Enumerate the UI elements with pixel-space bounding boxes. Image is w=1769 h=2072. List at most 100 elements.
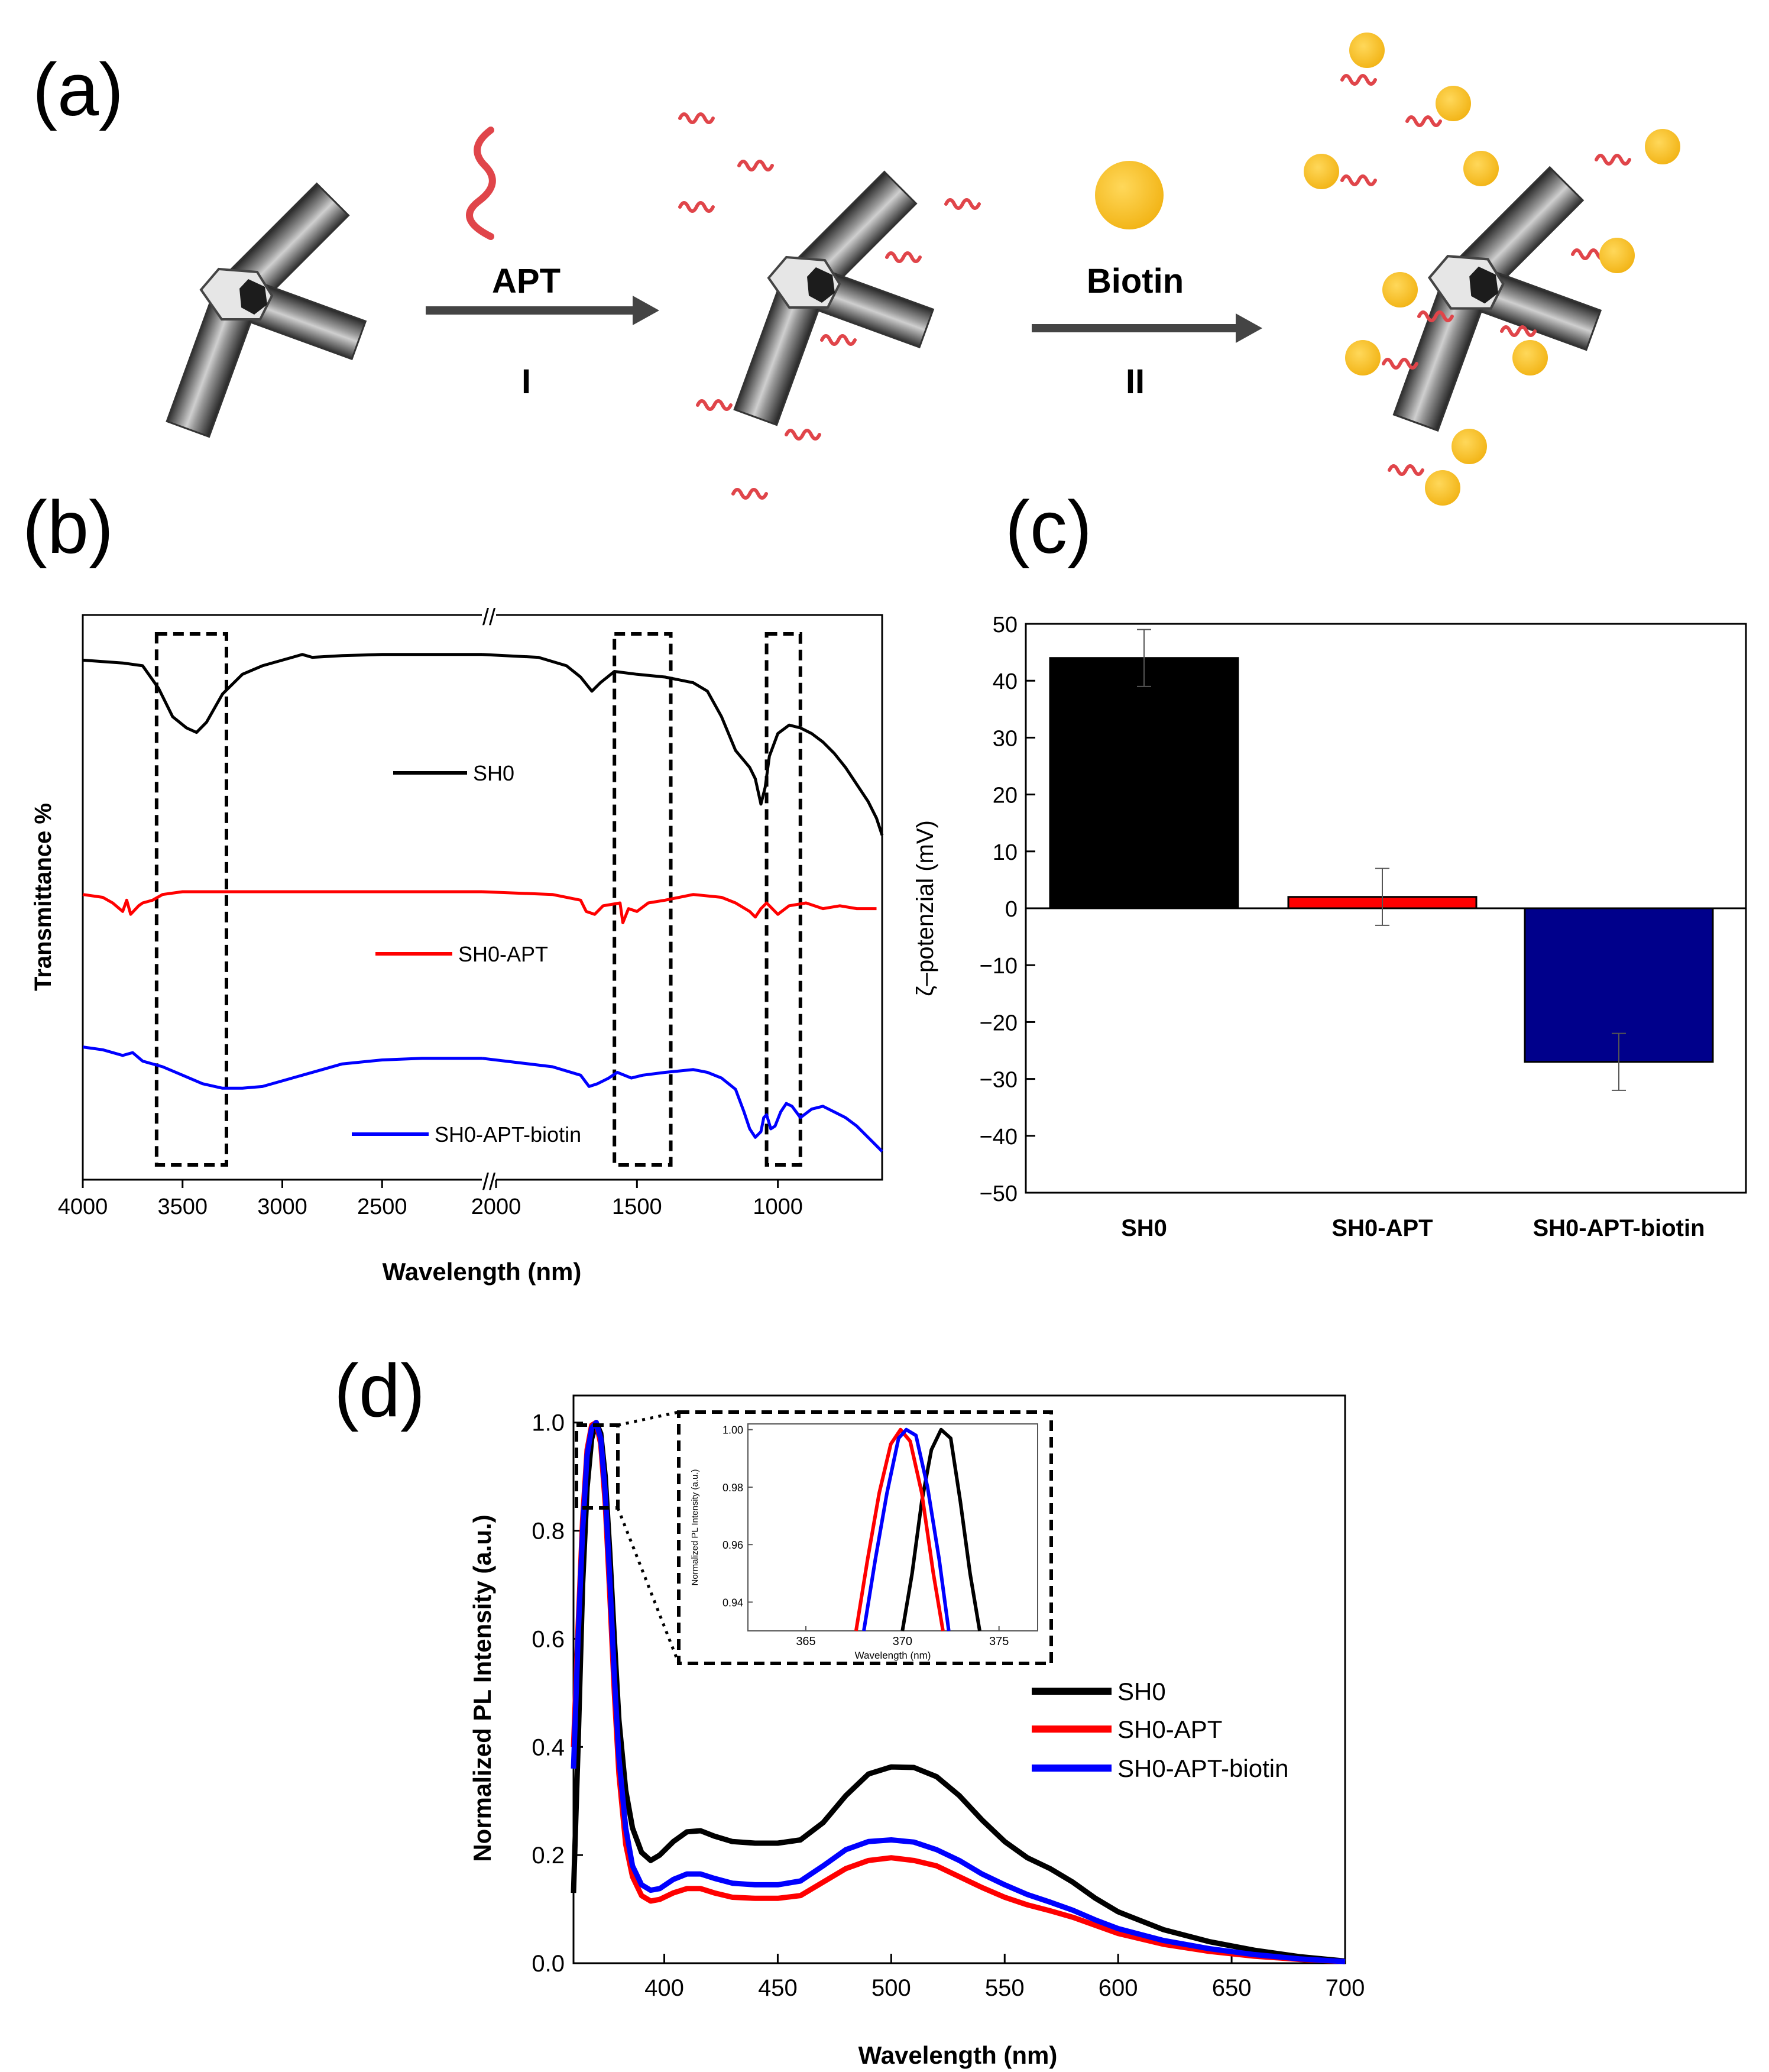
inset-y-tick-label: 0.98 <box>722 1482 743 1494</box>
y-tick-label: 50 <box>993 613 1018 637</box>
category-label-sh0-apt-biotin: SH0-APT-biotin <box>1533 1215 1705 1241</box>
biotin-ball <box>1345 340 1381 375</box>
y-tick-label: −10 <box>980 954 1018 979</box>
biotin-ball <box>1436 86 1471 121</box>
panel-c-label: (c) <box>1005 485 1092 569</box>
series-line-sh0-apt-biotin-left <box>82 1045 482 1090</box>
aptamer-icon <box>680 203 713 211</box>
aptamer-icon <box>1596 156 1629 164</box>
category-label-sh0-apt: SH0-APT <box>1331 1215 1433 1241</box>
x-tick-label: 3000 <box>257 1194 307 1219</box>
zoom-guide-top <box>617 1410 679 1427</box>
panel-a-label: (a) <box>33 48 124 131</box>
aptamer-icon <box>786 430 819 439</box>
x-tick-label: 650 <box>1212 1975 1252 2001</box>
biotin-ball <box>1512 340 1548 375</box>
ftir-highlight-boxes <box>154 632 802 1167</box>
aptamer-icon <box>946 200 979 208</box>
step2-label: Biotin <box>1087 262 1184 300</box>
x-tick-label: 2000 <box>471 1194 521 1219</box>
x-tick-label: 550 <box>985 1975 1025 2001</box>
y-tick-label: 0.0 <box>532 1951 565 1977</box>
x-tick-label: 1000 <box>753 1194 803 1219</box>
inset-y-tick-label: 0.94 <box>722 1597 743 1608</box>
y-tick-label: 10 <box>993 840 1018 865</box>
x-tick-label: 1500 <box>612 1194 662 1219</box>
y-tick-label: 20 <box>993 784 1018 808</box>
x-tick-label: 600 <box>1099 1975 1138 2001</box>
zoom-guide-bottom <box>616 1507 681 1664</box>
panel-a: (a) APT I Biotin II <box>33 33 1680 506</box>
legend-label-sh0-apt: SH0-APT <box>1117 1715 1222 1743</box>
biotin-ball <box>1599 238 1635 273</box>
aptamer-icon <box>733 490 766 498</box>
series-line-sh0-apt-biotin-right <box>481 1057 883 1153</box>
inset-series <box>854 1427 981 1631</box>
legend-label-sh0-apt: SH0-APT <box>458 942 548 966</box>
inset-x-tick-label: 370 <box>893 1635 912 1648</box>
x-tick-label: 700 <box>1326 1975 1365 2001</box>
y-tick-label: 0.6 <box>532 1626 565 1652</box>
series-line-sh0-apt-left <box>82 890 482 916</box>
series-line-sh0-apt-right <box>481 890 877 924</box>
panel-b-label: (b) <box>22 485 114 569</box>
bar-sh0 <box>1049 657 1239 909</box>
inset-series-line-sh0-apt <box>854 1427 945 1631</box>
aptamer-icon <box>822 336 855 344</box>
zoom-region-box <box>575 1423 620 1510</box>
axis-break-mark-bottom: // <box>482 1169 496 1195</box>
ftir-ylabel: Transmittance % <box>30 803 56 991</box>
ftir-legend: SH0 SH0-APT SH0-APT-biotin <box>352 761 581 1147</box>
category-label-sh0: SH0 <box>1121 1215 1167 1241</box>
series-line-sh0-right <box>481 653 884 836</box>
biotin-ball <box>1349 33 1385 68</box>
x-tick-label: 2500 <box>357 1194 407 1219</box>
aptamer-icon <box>739 161 772 170</box>
y-tick-label: −20 <box>980 1011 1018 1035</box>
x-tick-label: 4000 <box>58 1194 108 1219</box>
y-tick-label: 0.4 <box>532 1734 565 1760</box>
inset-y-tick-label: 1.00 <box>722 1424 743 1436</box>
panel-b: (b) // // Transmittance % Wavelength (nm… <box>22 485 884 1286</box>
legend-label-sh0-apt-biotin: SH0-APT-biotin <box>1117 1754 1288 1782</box>
legend-label-sh0: SH0 <box>1117 1678 1166 1705</box>
zeta-ylabel: ζ–potenzial (mV) <box>912 820 938 996</box>
pl-axes: 400 450 500 550 600 650 700 0.0 0.2 0.4 0.6 0.8 1.0 <box>532 1410 1365 2001</box>
zeta-axes: 50 40 30 20 10 0 −10 −20 −30 −40 −50 <box>980 613 1746 1206</box>
panel-c: (c) ζ–potenzial (mV) 50 40 30 20 10 0 −10 −20 −3… <box>912 485 1747 1241</box>
aptamer-icon <box>698 401 731 409</box>
pl-xlabel: Wavelength (nm) <box>858 2041 1058 2069</box>
y-tick-label: −30 <box>980 1068 1018 1093</box>
ftir-series <box>82 653 884 1153</box>
biotin-ball <box>1382 272 1418 307</box>
y-tick-label: 40 <box>993 669 1018 694</box>
aptamer-icon <box>1407 117 1440 125</box>
panel-d-label: (d) <box>334 1349 425 1432</box>
biotin-ball <box>1304 154 1339 189</box>
step2-numeral: II <box>1126 362 1145 401</box>
inset-y-tick-label: 0.96 <box>722 1539 743 1551</box>
step1-label: APT <box>492 262 560 300</box>
aptamer-icon <box>680 114 713 122</box>
y-tick-label: −40 <box>980 1125 1018 1150</box>
inset-series-line-sh0 <box>900 1427 981 1631</box>
series-line-sh0-left <box>82 653 482 734</box>
legend-label-sh0: SH0 <box>473 761 514 785</box>
biotin-ball <box>1463 151 1499 186</box>
inset-ylabel: Normalized PL Intensity (a.u.) <box>690 1469 700 1585</box>
series-line-sh0-apt-biotin <box>571 1420 1346 1964</box>
y-tick-label: 1.0 <box>532 1410 565 1436</box>
inset-series-line-sh0-apt-biotin <box>862 1427 951 1631</box>
biotin-ball <box>1645 129 1680 164</box>
y-tick-label: 30 <box>993 726 1018 751</box>
aptamer-icon <box>887 253 920 261</box>
legend-label-sh0-apt-biotin: SH0-APT-biotin <box>435 1122 581 1147</box>
biotin-ball-icon <box>1095 161 1164 229</box>
y-tick-label: 0.8 <box>532 1519 565 1545</box>
y-tick-label: 0.2 <box>532 1843 565 1869</box>
inset-xlabel: Wavelength (nm) <box>855 1650 931 1661</box>
aptamer-icon <box>1342 176 1375 184</box>
x-tick-label: 3500 <box>157 1194 208 1219</box>
biotin-tetrapod <box>1304 33 1680 506</box>
